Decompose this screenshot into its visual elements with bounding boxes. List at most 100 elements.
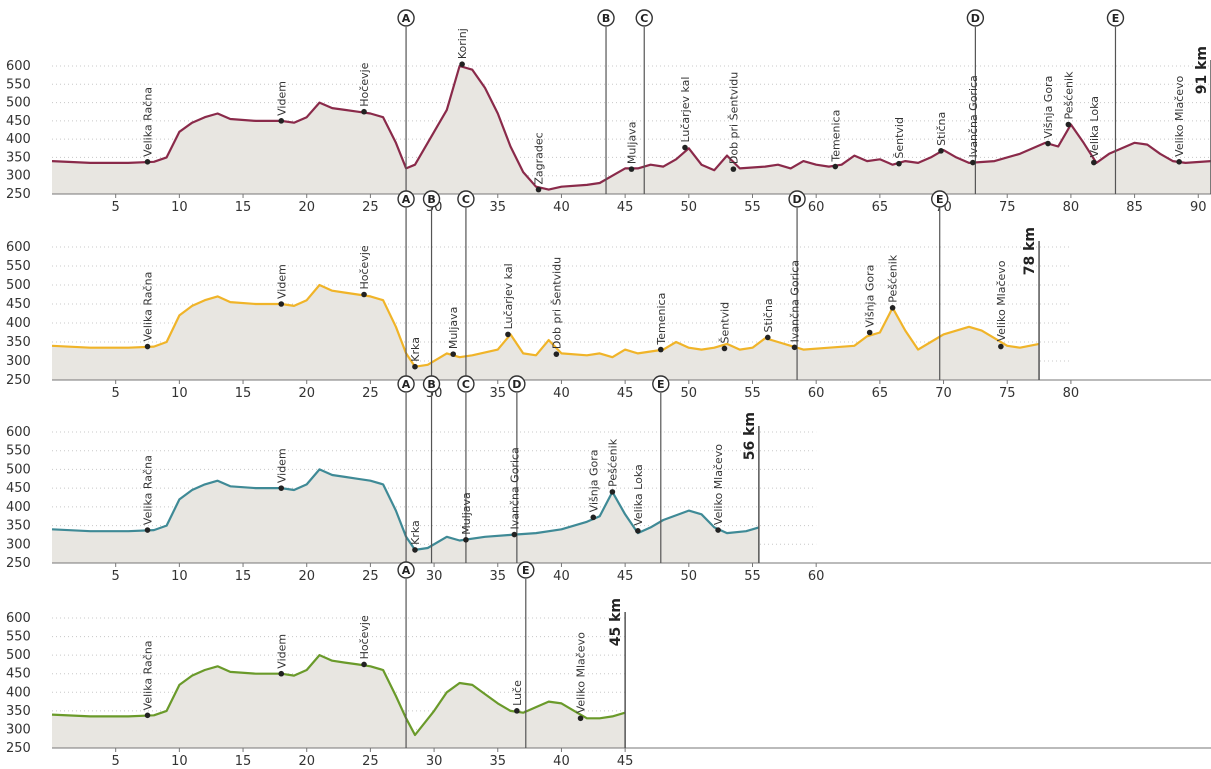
y-tick-label: 400 — [6, 500, 31, 515]
x-tick-label: 10 — [171, 200, 188, 215]
place-label: Šentvid — [893, 117, 906, 159]
place-label: Ivančna Gorica — [508, 447, 521, 529]
y-tick-label: 300 — [6, 169, 31, 184]
x-tick-label: 20 — [298, 569, 315, 584]
place-label: Ivančna Gorica — [967, 75, 980, 157]
place-dot — [682, 144, 688, 151]
x-tick-label: 25 — [362, 754, 379, 769]
checkpoint-marker — [457, 375, 475, 393]
place-dot — [657, 346, 664, 353]
total-distance-label: 56 km — [742, 412, 758, 460]
place-dot — [459, 61, 465, 67]
x-tick-label: 10 — [171, 386, 188, 401]
y-tick-label: 600 — [6, 611, 31, 626]
place-dot — [635, 528, 641, 534]
total-distance-label: 91 km — [1194, 46, 1210, 94]
place-dot — [721, 345, 728, 352]
place-dot — [730, 166, 737, 172]
place-dot — [278, 301, 285, 307]
x-tick-label: 25 — [362, 200, 379, 215]
y-tick-label: 500 — [6, 96, 31, 111]
checkpoint-marker — [397, 561, 415, 579]
checkpoint-marker — [931, 190, 949, 208]
place-dot — [1176, 159, 1182, 165]
place-label: Veliko Mlačevo — [712, 444, 725, 525]
x-tick-label: 35 — [489, 200, 506, 215]
y-tick-label: 550 — [6, 630, 31, 645]
place-dot — [628, 166, 635, 172]
y-tick-label: 550 — [6, 259, 31, 274]
place-label: Muljava — [626, 122, 639, 165]
checkpoint-label: E — [1112, 12, 1120, 25]
x-tick-label: 80 — [1063, 386, 1080, 401]
x-tick-label: 25 — [362, 386, 379, 401]
x-tick-label: 20 — [298, 386, 315, 401]
place-dot — [1065, 121, 1072, 128]
place-dot — [361, 291, 367, 298]
checkpoint-marker — [635, 9, 653, 27]
checkpoint-label: C — [462, 193, 470, 206]
place-label: Videm — [275, 81, 288, 116]
x-tick-label: 50 — [681, 569, 698, 584]
place-label: Višnja Gora — [1042, 76, 1055, 139]
place-dot — [412, 363, 418, 370]
place-dot — [511, 531, 518, 538]
x-tick-label: 80 — [1063, 200, 1080, 215]
place-dot — [896, 160, 902, 167]
place-dot — [764, 334, 771, 341]
place-dot — [715, 527, 721, 533]
x-tick-label: 50 — [681, 386, 698, 401]
checkpoint-label: A — [402, 12, 411, 25]
y-tick-label: 350 — [6, 335, 31, 350]
checkpoint-label: A — [402, 378, 411, 391]
y-tick-label: 300 — [6, 354, 31, 369]
y-tick-label: 250 — [6, 187, 31, 202]
checkpoint-marker — [788, 190, 806, 208]
x-tick-label: 15 — [235, 386, 252, 401]
place-dot — [361, 108, 367, 115]
checkpoint-marker — [966, 9, 985, 27]
x-tick-label: 5 — [112, 200, 120, 215]
place-label: Videm — [275, 448, 288, 483]
place-label: Muljava — [460, 492, 473, 535]
x-tick-label: 55 — [744, 569, 761, 584]
x-tick-label: 55 — [744, 200, 761, 215]
x-tick-label: 25 — [362, 569, 379, 584]
place-dot — [144, 159, 151, 165]
place-dot — [144, 343, 151, 350]
y-tick-label: 250 — [6, 741, 31, 756]
checkpoint-label: D — [793, 193, 802, 206]
place-label: Velika Račna — [142, 272, 155, 342]
x-tick-label: 40 — [553, 200, 570, 215]
checkpoint-label: B — [427, 378, 435, 391]
place-label: Stična — [935, 112, 948, 146]
place-label: Korinj — [456, 28, 469, 59]
checkpoint-marker — [397, 375, 415, 393]
place-dot — [609, 489, 616, 495]
y-tick-label: 350 — [6, 150, 31, 165]
elevation-area — [52, 285, 1040, 380]
x-tick-label: 60 — [808, 200, 825, 215]
place-dot — [144, 527, 151, 533]
checkpoint-label: B — [602, 12, 610, 25]
y-tick-label: 600 — [6, 240, 31, 255]
x-tick-label: 5 — [112, 754, 120, 769]
place-dot — [1045, 140, 1051, 147]
x-tick-label: 45 — [617, 569, 634, 584]
y-tick-label: 450 — [6, 297, 31, 312]
y-tick-label: 350 — [6, 704, 31, 719]
y-tick-label: 300 — [6, 722, 31, 737]
place-label: Videm — [275, 634, 288, 669]
y-tick-label: 400 — [6, 685, 31, 700]
x-tick-label: 15 — [235, 569, 252, 584]
x-tick-label: 75 — [999, 200, 1016, 215]
y-tick-label: 450 — [6, 667, 31, 682]
place-label: Veliko Mlačevo — [995, 260, 1008, 341]
checkpoint-marker — [422, 190, 441, 208]
place-dot — [514, 708, 520, 714]
x-tick-label: 45 — [617, 386, 634, 401]
place-label: Velika Račna — [142, 640, 155, 710]
y-tick-label: 300 — [6, 537, 31, 552]
